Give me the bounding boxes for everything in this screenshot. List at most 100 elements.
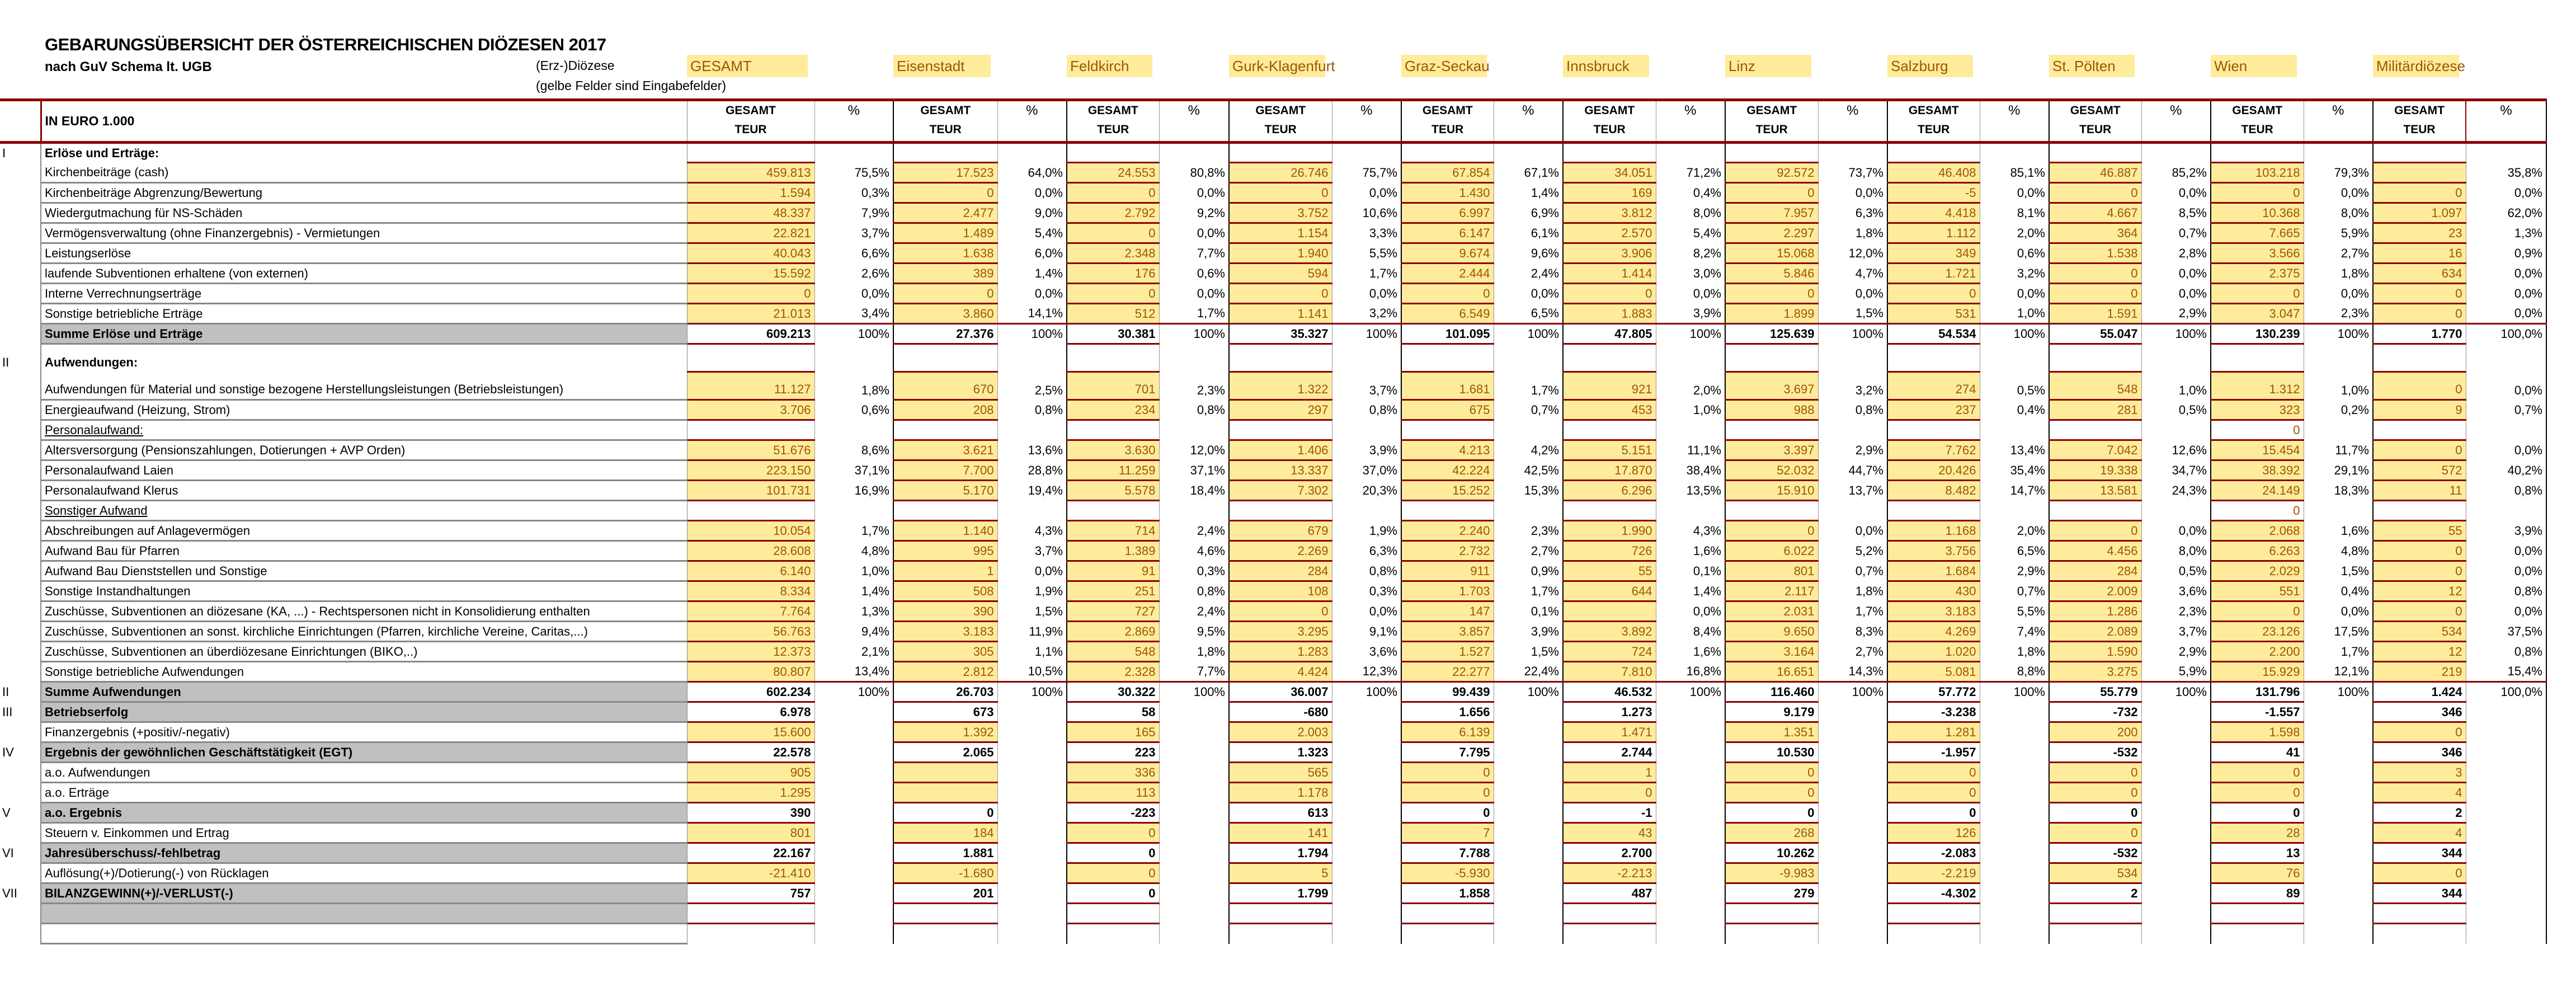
value-cell[interactable]: 297 bbox=[1228, 399, 1332, 421]
value-cell[interactable]: 19.338 bbox=[2048, 459, 2141, 481]
value-cell[interactable]: 2.477 bbox=[893, 202, 997, 224]
value-cell[interactable]: 22.277 bbox=[1401, 661, 1494, 683]
value-cell[interactable]: 305 bbox=[893, 641, 997, 662]
value-cell[interactable]: 1.097 bbox=[2372, 202, 2466, 224]
value-cell[interactable]: 3.183 bbox=[893, 620, 997, 642]
value-cell[interactable]: 2.869 bbox=[1066, 620, 1159, 642]
value-cell[interactable]: 0 bbox=[2372, 303, 2466, 325]
value-cell[interactable]: 1.598 bbox=[2210, 721, 2304, 743]
value-cell[interactable]: 1.112 bbox=[1887, 222, 1980, 244]
value-cell[interactable]: 51.676 bbox=[686, 439, 814, 461]
value-cell[interactable]: 10.368 bbox=[2210, 202, 2304, 224]
value-cell[interactable]: -9.983 bbox=[1725, 862, 1818, 884]
value-cell[interactable]: 1.322 bbox=[1228, 371, 1332, 401]
value-cell[interactable]: 6.997 bbox=[1401, 202, 1494, 224]
value-cell[interactable]: 234 bbox=[1066, 399, 1159, 421]
value-cell[interactable]: 0 bbox=[2372, 862, 2466, 884]
value-cell[interactable]: 7.810 bbox=[1562, 661, 1656, 683]
value-cell[interactable]: 675 bbox=[1401, 399, 1494, 421]
value-cell[interactable]: 364 bbox=[2048, 222, 2141, 244]
value-cell[interactable]: 0 bbox=[2372, 371, 2466, 401]
value-cell[interactable]: 22.821 bbox=[686, 222, 814, 244]
value-cell[interactable]: 1.681 bbox=[1401, 371, 1494, 401]
value-cell[interactable]: 0 bbox=[1725, 283, 1818, 304]
value-cell[interactable]: 9 bbox=[2372, 399, 2466, 421]
value-cell[interactable]: 4.456 bbox=[2048, 540, 2141, 562]
value-cell[interactable]: 0 bbox=[686, 283, 814, 304]
value-cell[interactable]: 1.538 bbox=[2048, 242, 2141, 264]
value-cell[interactable]: 268 bbox=[1725, 822, 1818, 844]
value-cell[interactable]: 0 bbox=[1725, 782, 1818, 803]
value-cell[interactable]: 2.240 bbox=[1401, 520, 1494, 542]
value-cell[interactable]: 1.281 bbox=[1887, 721, 1980, 743]
value-cell[interactable]: -5.930 bbox=[1401, 862, 1494, 884]
value-cell[interactable]: 0 bbox=[1887, 761, 1980, 783]
value-cell[interactable]: 6.139 bbox=[1401, 721, 1494, 743]
value-cell[interactable]: 284 bbox=[1228, 560, 1332, 582]
value-cell[interactable]: 8.334 bbox=[686, 580, 814, 602]
value-cell[interactable]: 3 bbox=[2372, 761, 2466, 783]
value-cell[interactable]: 284 bbox=[2048, 560, 2141, 582]
value-cell[interactable]: 13.337 bbox=[1228, 459, 1332, 481]
value-cell[interactable]: 15.592 bbox=[686, 262, 814, 284]
value-cell[interactable]: 0 bbox=[1562, 283, 1656, 304]
value-cell[interactable]: 2.375 bbox=[2210, 262, 2304, 284]
value-cell[interactable]: 3.630 bbox=[1066, 439, 1159, 461]
value-cell[interactable]: 3.706 bbox=[686, 399, 814, 421]
value-cell[interactable]: 80.807 bbox=[686, 661, 814, 683]
value-cell[interactable]: 0 bbox=[2048, 520, 2141, 542]
value-cell[interactable]: 7.957 bbox=[1725, 202, 1818, 224]
value-cell[interactable]: 91 bbox=[1066, 560, 1159, 582]
value-cell[interactable]: 548 bbox=[2048, 371, 2141, 401]
value-cell[interactable]: 17.523 bbox=[893, 162, 997, 184]
value-cell[interactable]: 2.003 bbox=[1228, 721, 1332, 743]
value-cell[interactable]: 0 bbox=[1725, 520, 1818, 542]
value-cell[interactable]: 28 bbox=[2210, 822, 2304, 844]
value-cell[interactable]: 0 bbox=[1401, 283, 1494, 304]
value-cell[interactable]: 3.857 bbox=[1401, 620, 1494, 642]
value-cell[interactable]: 1 bbox=[1562, 761, 1656, 783]
value-cell[interactable]: 724 bbox=[1562, 641, 1656, 662]
value-cell[interactable]: 0 bbox=[2372, 439, 2466, 461]
value-cell[interactable]: 4.418 bbox=[1887, 202, 1980, 224]
value-cell[interactable]: 0 bbox=[2210, 761, 2304, 783]
value-cell[interactable]: 0 bbox=[2210, 182, 2304, 204]
diocese-name-7[interactable]: Salzburg bbox=[1887, 55, 1973, 77]
value-cell[interactable]: -2.213 bbox=[1562, 862, 1656, 884]
value-cell[interactable]: 801 bbox=[686, 822, 814, 844]
value-cell[interactable]: 512 bbox=[1066, 303, 1159, 325]
value-cell[interactable]: 1.721 bbox=[1887, 262, 1980, 284]
value-cell[interactable]: 714 bbox=[1066, 520, 1159, 542]
value-cell[interactable]: 0 bbox=[1401, 761, 1494, 783]
value-cell[interactable]: 3.183 bbox=[1887, 600, 1980, 622]
value-cell[interactable]: 2.031 bbox=[1725, 600, 1818, 622]
value-cell[interactable]: 3.275 bbox=[2048, 661, 2141, 683]
value-cell[interactable]: 38.392 bbox=[2210, 459, 2304, 481]
value-cell[interactable]: 1.703 bbox=[1401, 580, 1494, 602]
value-cell[interactable]: 2.068 bbox=[2210, 520, 2304, 542]
value-cell[interactable]: 43 bbox=[1562, 822, 1656, 844]
value-cell[interactable]: 92.572 bbox=[1725, 162, 1818, 184]
value-cell[interactable]: 5.170 bbox=[893, 479, 997, 501]
value-cell[interactable]: 0 bbox=[2048, 182, 2141, 204]
value-cell[interactable]: 7.302 bbox=[1228, 479, 1332, 501]
diocese-name-3[interactable]: Gurk-Klagenfurt bbox=[1229, 55, 1335, 77]
value-cell[interactable]: 11.127 bbox=[686, 371, 814, 401]
value-cell[interactable]: 701 bbox=[1066, 371, 1159, 401]
value-cell[interactable]: 0 bbox=[1228, 283, 1332, 304]
value-cell[interactable]: 349 bbox=[1887, 242, 1980, 264]
value-cell[interactable]: 6.140 bbox=[686, 560, 814, 582]
value-cell[interactable]: 1.471 bbox=[1562, 721, 1656, 743]
value-cell[interactable]: 6.022 bbox=[1725, 540, 1818, 562]
value-cell[interactable]: 1.312 bbox=[2210, 371, 2304, 401]
value-cell[interactable]: 10.054 bbox=[686, 520, 814, 542]
value-cell[interactable]: 988 bbox=[1725, 399, 1818, 421]
value-cell[interactable]: 281 bbox=[2048, 399, 2141, 421]
value-cell[interactable]: 2.328 bbox=[1066, 661, 1159, 683]
value-cell[interactable]: 200 bbox=[2048, 721, 2141, 743]
value-cell[interactable]: 3.860 bbox=[893, 303, 997, 325]
value-cell[interactable]: 3.397 bbox=[1725, 439, 1818, 461]
value-cell[interactable]: 0 bbox=[1887, 283, 1980, 304]
value-cell[interactable]: 15.910 bbox=[1725, 479, 1818, 501]
value-cell[interactable]: 184 bbox=[893, 822, 997, 844]
